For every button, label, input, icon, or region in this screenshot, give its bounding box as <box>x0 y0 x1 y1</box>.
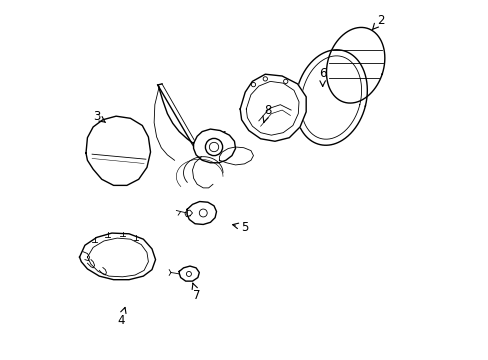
Polygon shape <box>193 129 235 163</box>
Polygon shape <box>219 147 253 165</box>
Circle shape <box>199 209 207 217</box>
Polygon shape <box>86 116 150 185</box>
Text: 1: 1 <box>216 130 228 145</box>
Text: 7: 7 <box>192 283 201 302</box>
Text: 3: 3 <box>93 110 105 123</box>
Polygon shape <box>179 266 199 281</box>
Polygon shape <box>240 74 305 141</box>
Text: 4: 4 <box>117 307 126 327</box>
Polygon shape <box>80 233 155 280</box>
Polygon shape <box>295 50 366 145</box>
Text: 8: 8 <box>263 104 271 122</box>
Circle shape <box>205 138 222 156</box>
Polygon shape <box>326 27 384 103</box>
Polygon shape <box>187 202 216 225</box>
Circle shape <box>186 271 191 276</box>
Text: 2: 2 <box>371 14 384 30</box>
Text: 6: 6 <box>318 67 326 86</box>
Circle shape <box>209 142 218 152</box>
Text: 5: 5 <box>232 221 248 234</box>
